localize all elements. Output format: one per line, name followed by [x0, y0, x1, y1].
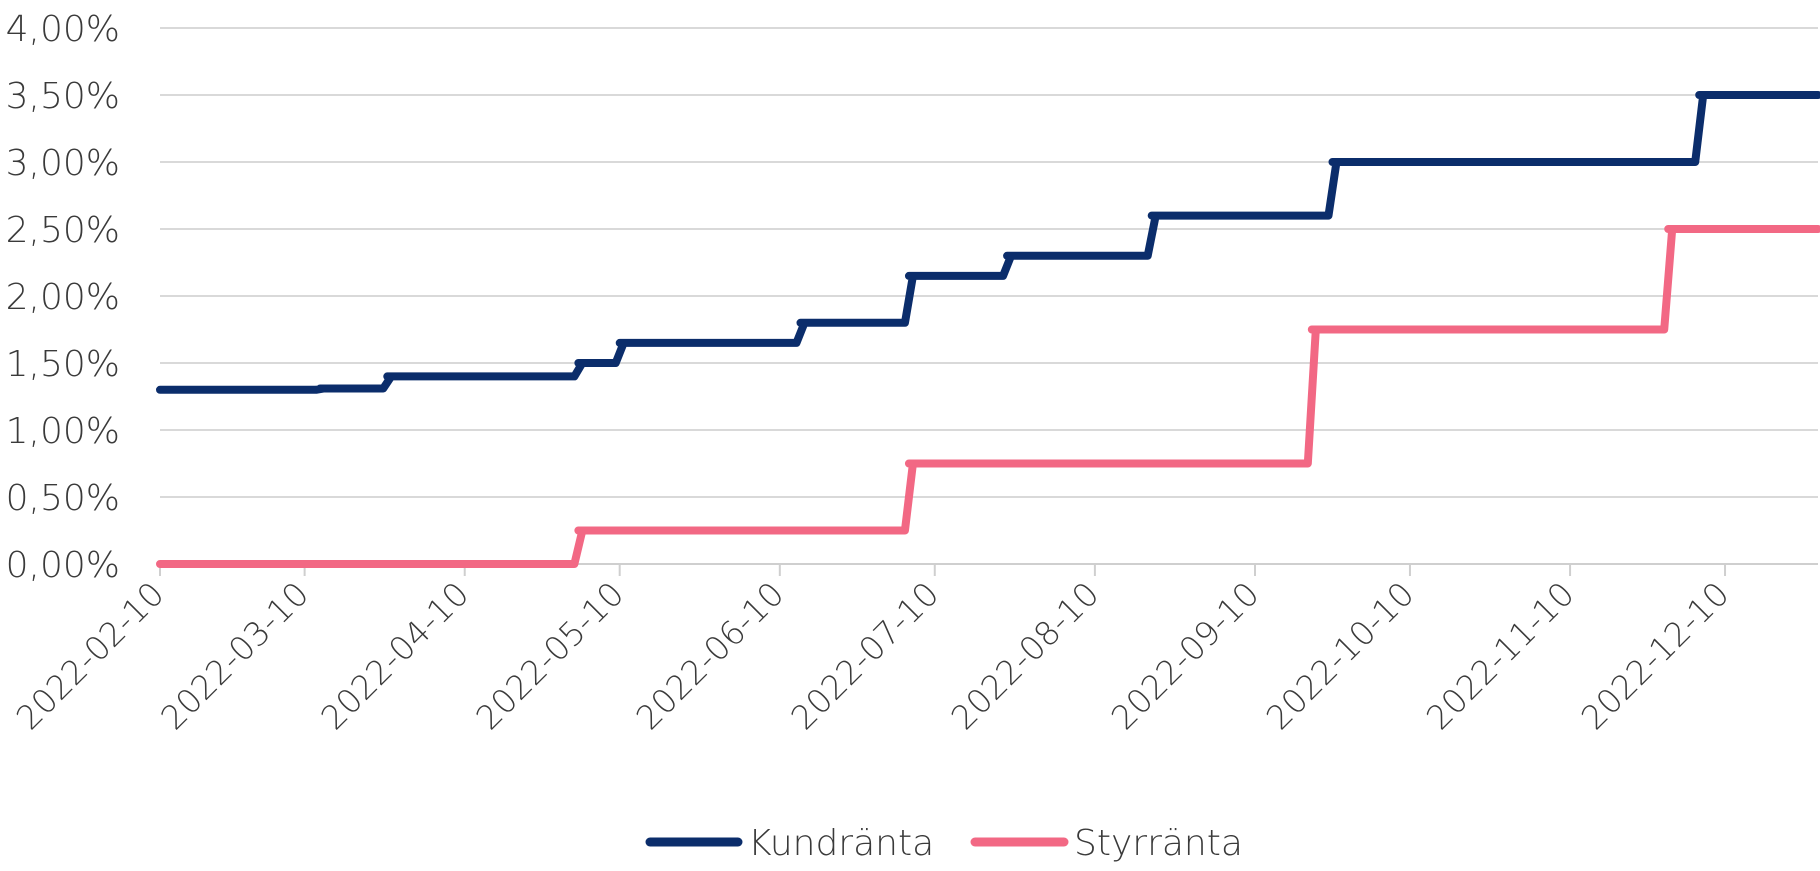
x-tick-label: 2022-12-10	[1573, 574, 1736, 737]
y-tick-label: 3,00%	[6, 143, 120, 184]
x-tick-label: 2022-07-10	[783, 574, 946, 737]
y-tick-label: 0,00%	[6, 545, 120, 586]
x-axis-ticks: 2022-02-102022-03-102022-04-102022-05-10…	[8, 564, 1737, 737]
series-line-0	[156, 91, 1820, 394]
x-tick-label: 2022-02-10	[8, 574, 171, 737]
y-tick-label: 1,50%	[6, 344, 120, 385]
y-tick-label: 2,50%	[6, 210, 120, 251]
y-tick-label: 4,00%	[6, 9, 120, 50]
x-tick-label: 2022-08-10	[943, 574, 1106, 737]
y-axis-ticks: 0,00% 0,50% 1,00% 1,50% 2,00% 2,50% 3,00% 3,50%…	[6, 9, 120, 586]
x-tick-label: 2022-09-10	[1103, 574, 1266, 737]
x-tick-label: 2022-05-10	[468, 574, 631, 737]
x-tick-label: 2022-10-10	[1258, 574, 1421, 737]
x-tick-label: 2022-06-10	[628, 574, 791, 737]
x-tick-label: 2022-03-10	[153, 574, 316, 737]
legend-label-kundranta: Kundränta	[748, 823, 934, 864]
series-line-1	[156, 225, 1820, 568]
y-tick-label: 3,50%	[6, 76, 120, 117]
grid	[160, 27, 1818, 565]
y-tick-label: 1,00%	[6, 411, 120, 452]
x-tick-label: 2022-11-10	[1419, 574, 1582, 737]
y-tick-label: 2,00%	[6, 277, 120, 318]
legend: Kundränta Styrränta	[645, 823, 1243, 864]
x-tick-label: 2022-04-10	[313, 574, 476, 737]
series-lines	[156, 91, 1820, 568]
y-tick-label: 0,50%	[6, 478, 120, 519]
legend-label-styrranta: Styrränta	[1074, 823, 1243, 864]
